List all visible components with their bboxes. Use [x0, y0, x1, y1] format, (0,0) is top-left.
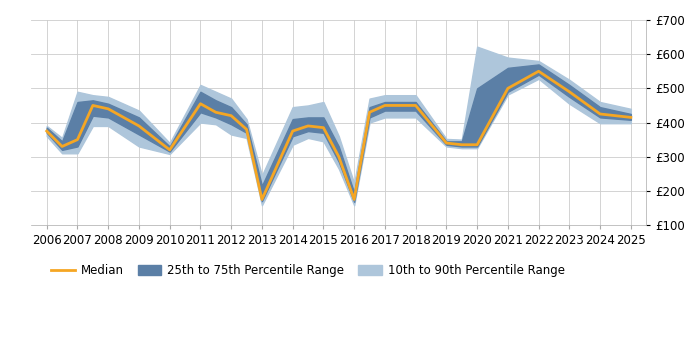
Legend: Median, 25th to 75th Percentile Range, 10th to 90th Percentile Range: Median, 25th to 75th Percentile Range, 1… [48, 261, 568, 281]
